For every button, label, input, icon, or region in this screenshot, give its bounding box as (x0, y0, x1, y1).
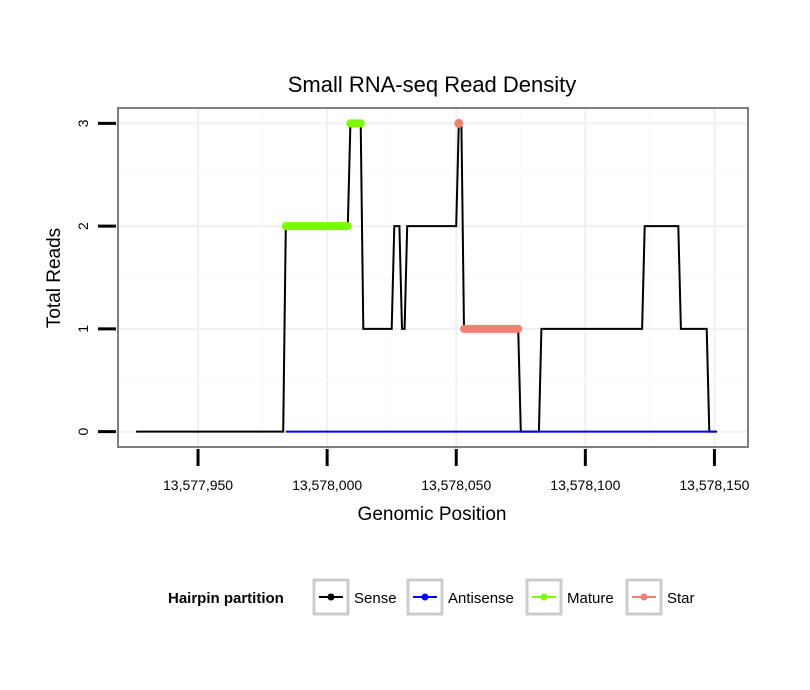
y-tick-label: 1 (75, 325, 91, 333)
y-tick-label: 2 (75, 222, 91, 230)
series-layer (136, 118, 717, 433)
legend-title: Hairpin partition (168, 590, 284, 607)
legend-key-point (327, 593, 335, 601)
x-tick-label: 13,578,150 (679, 477, 749, 493)
x-tick-label: 13,578,000 (292, 477, 362, 493)
star-point-run (454, 118, 464, 128)
legend-item-sense: Sense (312, 578, 397, 616)
star-point (454, 118, 464, 128)
y-axis-title: Total Reads (44, 228, 65, 328)
legend-label: Antisense (448, 590, 514, 607)
legend-item-antisense: Antisense (406, 578, 514, 616)
y-tick-label: 0 (75, 427, 91, 435)
legend-label: Sense (354, 590, 397, 607)
legend-key-point (421, 593, 429, 601)
legend-item-star: Star (625, 578, 695, 616)
plot-border (117, 107, 749, 448)
legend-item-mature: Mature (525, 578, 614, 616)
legend-key-point (640, 593, 648, 601)
legend: Hairpin partition Sense Antisense Mature St… (168, 578, 695, 616)
x-axis-title: Genomic Position (358, 504, 507, 525)
chart-title: Small RNA-seq Read Density (288, 72, 577, 97)
y-tick-label: 3 (75, 119, 91, 127)
legend-label: Mature (567, 590, 614, 607)
x-tick-label: 13,577,950 (163, 477, 233, 493)
legend-key-point (540, 593, 548, 601)
axes: 13,577,950 13,578,000 13,578,050 13,578,100… (75, 119, 750, 493)
x-tick-label: 13,578,050 (421, 477, 491, 493)
x-tick-label: 13,578,100 (550, 477, 620, 493)
legend-label: Star (667, 590, 695, 607)
